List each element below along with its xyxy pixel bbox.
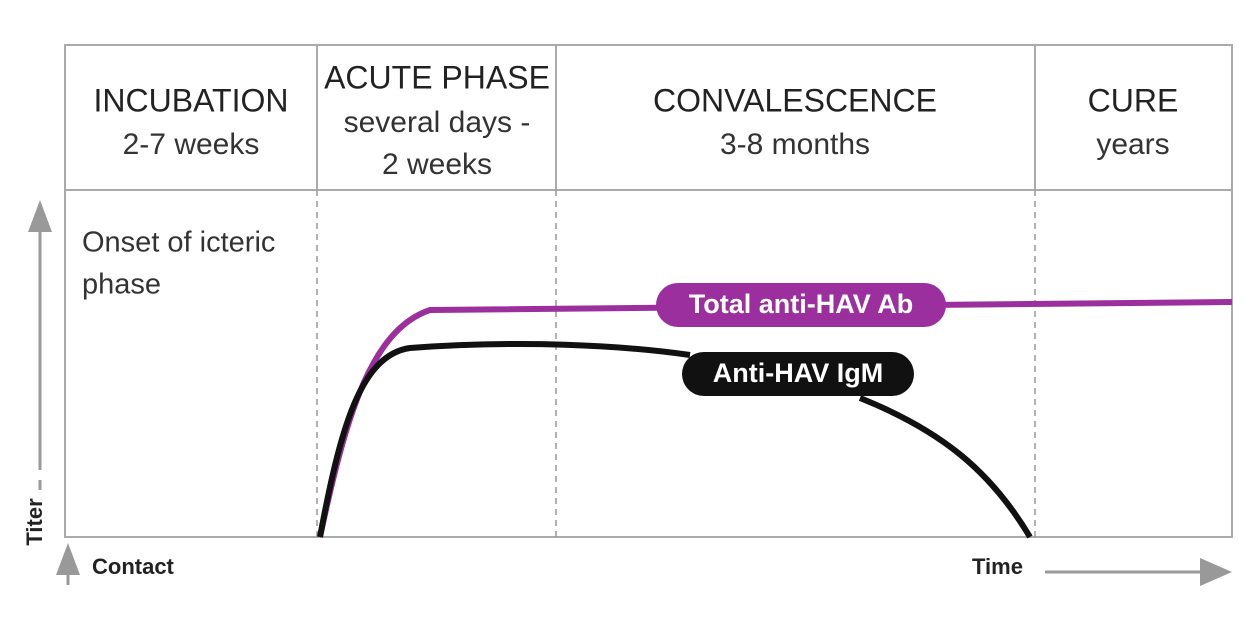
phase-dashes [316, 190, 1036, 537]
phase-title: INCUBATION [94, 82, 289, 118]
frame [64, 44, 1233, 538]
phase-title: CURE [1088, 82, 1179, 118]
annotation: phase [82, 269, 161, 301]
phase-title: CONVALESCENCE [653, 82, 937, 118]
y-arrowhead [28, 200, 52, 232]
igm-pill [682, 352, 914, 396]
phase-duration: 2 weeks [382, 148, 492, 181]
dividers [316, 45, 1036, 190]
igm-label: Anti-HAV IgM [713, 358, 883, 388]
annotation: Onset of icteric [82, 227, 275, 259]
total-ab-curve [317, 299, 1233, 538]
phase-duration: 2-7 weeks [123, 128, 260, 161]
phase-title: ACUTE PHASE [324, 59, 550, 95]
phase-duration: years [1096, 128, 1169, 161]
x-arrowhead [1200, 558, 1232, 586]
phase-duration: 3-8 months [720, 128, 870, 161]
igm-curve [317, 341, 1033, 539]
total-label: Total anti-HAV Ab [689, 289, 913, 319]
y-axis-label: Titer [22, 498, 47, 546]
origin-label: Contact [92, 554, 175, 579]
total-pill [656, 283, 946, 327]
phase-duration: several days - [344, 106, 531, 139]
contact-arrow [56, 543, 80, 575]
x-axis-label: Time [972, 554, 1023, 579]
